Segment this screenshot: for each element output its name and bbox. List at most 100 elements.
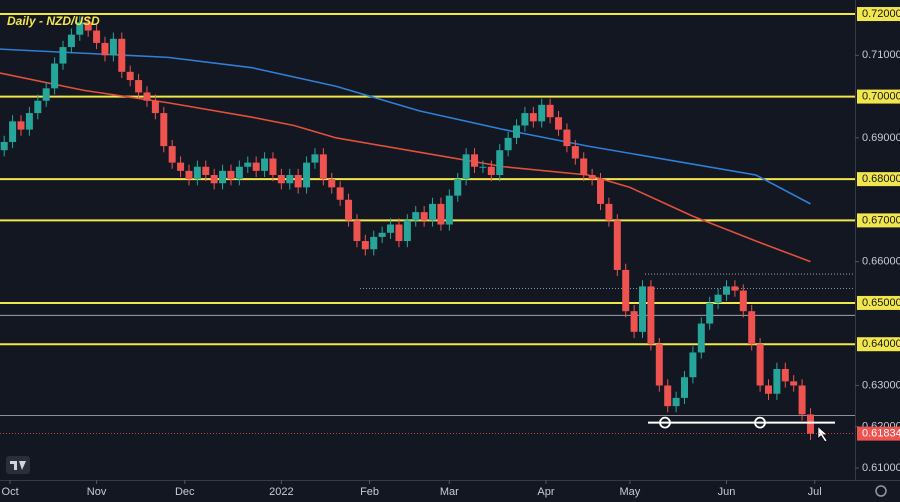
candle-body — [538, 104, 546, 122]
candle-body — [571, 146, 579, 159]
candle-body — [681, 377, 689, 398]
candle-body — [177, 162, 185, 171]
plot-area — [0, 13, 855, 443]
x-tick-label: Nov — [87, 486, 107, 498]
candle-body — [34, 100, 42, 114]
candle-body — [773, 368, 781, 394]
y-tick-label: 0.71000 — [862, 49, 900, 61]
candle-body — [555, 117, 563, 130]
candle-body — [286, 174, 294, 184]
candle-body — [9, 121, 17, 142]
candle-body — [513, 125, 521, 138]
candle-body — [748, 311, 756, 345]
candle-body — [0, 141, 8, 151]
candle-body — [563, 129, 571, 147]
level-label: 0.70000 — [862, 90, 900, 102]
candle-body — [689, 352, 697, 378]
candle-body — [437, 203, 445, 225]
candle-body — [588, 174, 596, 180]
candle-body — [546, 104, 554, 118]
candle-body — [395, 224, 403, 242]
level-label: 0.72000 — [862, 8, 900, 20]
level-label-box — [857, 337, 900, 352]
arrow — [817, 425, 828, 443]
candle-body — [420, 212, 428, 221]
candle-body — [706, 302, 714, 324]
candle-body — [639, 286, 647, 332]
candle-body — [319, 154, 327, 180]
candle-body — [630, 311, 638, 332]
candle-body — [328, 179, 336, 188]
candle-body — [739, 290, 747, 312]
candle-body — [613, 220, 621, 270]
candle-body — [25, 113, 33, 130]
y-tick-label: 0.69000 — [862, 132, 900, 144]
x-tick-label: Mar — [440, 486, 459, 498]
candle-body — [412, 212, 420, 221]
moving-average — [0, 72, 811, 263]
candle-body — [336, 187, 344, 200]
candle-body — [445, 195, 453, 225]
x-tick-label: May — [620, 486, 641, 498]
candle-body — [17, 121, 25, 130]
candle-body — [529, 113, 537, 122]
candle-body — [101, 42, 109, 56]
candle-body — [269, 158, 277, 175]
candle-body — [664, 385, 672, 407]
candle-body — [806, 414, 814, 434]
candle-body — [496, 150, 504, 175]
candle-body — [429, 203, 437, 221]
candle-body — [303, 162, 311, 188]
candle-body — [521, 113, 529, 126]
support-touch — [659, 416, 671, 429]
candle-body — [76, 22, 84, 35]
candle-body — [655, 344, 663, 386]
candle-body — [378, 232, 386, 237]
x-tick-label: Apr — [537, 486, 554, 498]
candle-body — [345, 199, 353, 221]
candle-body — [361, 241, 369, 250]
candle-body — [143, 92, 151, 101]
candle-body — [193, 166, 201, 180]
candle-body — [277, 174, 285, 184]
candle-body — [479, 166, 487, 168]
candle-body — [722, 286, 730, 295]
candle-body — [59, 47, 67, 64]
level-label-box — [857, 172, 900, 187]
candle-body — [109, 38, 117, 56]
candle-body — [781, 368, 789, 382]
candle-body — [160, 113, 168, 147]
level-label-box — [857, 295, 900, 310]
candle-body — [622, 269, 630, 312]
moving-average — [0, 48, 811, 205]
candle-body — [798, 385, 806, 415]
level-label-box — [857, 7, 900, 22]
candle-body — [227, 170, 235, 180]
candle-body — [294, 174, 302, 188]
logo — [6, 456, 30, 474]
level-label: 0.68000 — [862, 173, 900, 185]
chart-title: Daily - NZD/USD — [7, 14, 100, 28]
level-label: 0.67000 — [862, 214, 900, 226]
candle-body — [403, 220, 411, 242]
x-tick-label: 2022 — [269, 486, 293, 498]
settings-icon[interactable] — [875, 485, 887, 497]
candle-body — [471, 154, 479, 167]
candle-body — [597, 179, 605, 204]
candle-body — [118, 38, 126, 72]
level-label: 0.64000 — [862, 338, 900, 350]
last-price-box — [857, 426, 900, 441]
candle-body — [647, 286, 655, 345]
candle-body — [731, 286, 739, 291]
candle-body — [168, 146, 176, 163]
candle-body — [51, 63, 59, 89]
candle-body — [185, 170, 193, 180]
candle-body — [135, 80, 143, 93]
last-price-label: 0.61834 — [862, 428, 900, 440]
candle-body — [42, 88, 50, 101]
candle-body — [252, 162, 260, 171]
y-tick-label: 0.61000 — [862, 462, 900, 474]
x-tick-label: Jun — [718, 486, 736, 498]
